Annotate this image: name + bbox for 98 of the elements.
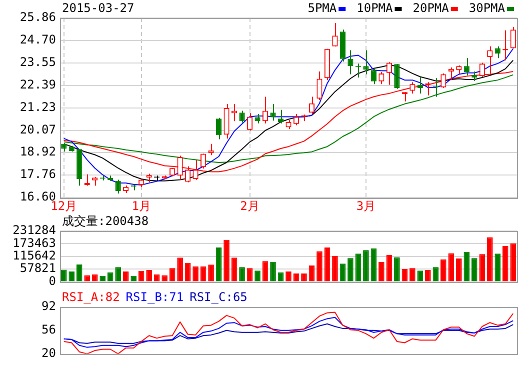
bar (440, 259, 446, 282)
legend-label: 5PMA (308, 1, 338, 16)
bar (348, 258, 354, 282)
bar (332, 256, 338, 282)
candlestick (262, 96, 268, 124)
bar (192, 266, 198, 282)
candlestick (84, 174, 90, 186)
bar (432, 267, 439, 282)
bar (355, 254, 362, 282)
bar (115, 267, 121, 282)
candlestick (394, 64, 400, 90)
text: RSI_C:65 (190, 290, 248, 304)
candlestick (464, 58, 470, 76)
y-tick-label: 22.39 (20, 77, 56, 92)
text: RSI_B:71 (126, 290, 184, 304)
y-tick-label: 20.07 (20, 122, 56, 136)
bar (510, 243, 516, 282)
candlestick (246, 112, 253, 131)
y-tick-label: 23.55 (20, 54, 56, 69)
x-tick-label: 2月 (240, 198, 260, 213)
y-tick-label: 20 (42, 346, 56, 360)
candlestick (417, 77, 423, 94)
candlestick (278, 109, 284, 124)
candlestick (348, 50, 354, 75)
x-tick-label: 1月 (132, 198, 151, 213)
bar (363, 250, 369, 282)
bar (417, 270, 424, 282)
bar (378, 262, 384, 282)
bar (394, 257, 400, 282)
bar (60, 270, 67, 282)
bar (286, 271, 292, 282)
bar (324, 248, 330, 282)
x-tick-label: 3月 (356, 198, 376, 213)
bar (370, 248, 377, 282)
bar (316, 251, 322, 282)
candlestick (231, 104, 238, 122)
bar (184, 262, 191, 282)
candlestick (270, 104, 276, 122)
bar (216, 248, 222, 282)
candlestick (370, 68, 376, 85)
text: RSI_A:82 (62, 290, 120, 304)
bar (308, 266, 315, 282)
chart-title: 成交量:200438 (62, 214, 149, 228)
bar (464, 252, 470, 282)
candlestick (200, 153, 206, 170)
candlestick (332, 22, 338, 47)
y-tick-label: 21.23 (20, 100, 56, 114)
bar (224, 240, 230, 282)
y-tick-label: 17.76 (20, 167, 56, 182)
bar (502, 246, 508, 282)
legend-label: 30PMA (468, 1, 506, 16)
bar (402, 269, 408, 282)
y-tick-label: 25.86 (20, 10, 56, 24)
bar (425, 270, 431, 282)
bar (479, 254, 486, 282)
y-tick-label: 231284 (12, 223, 56, 238)
y-tick-label: 173463 (12, 236, 56, 250)
bar (456, 258, 462, 282)
bar (270, 262, 276, 282)
y-tick-label: 92 (42, 299, 56, 314)
candlestick (286, 120, 292, 130)
bar (471, 258, 478, 282)
y-tick-label: 56 (42, 322, 56, 337)
candlestick (115, 179, 121, 194)
y-tick-label: 18.92 (20, 144, 56, 159)
bar (486, 237, 493, 282)
bar (262, 261, 268, 282)
candlestick (494, 46, 500, 59)
bar (169, 268, 176, 282)
bar (410, 268, 416, 282)
bar (76, 264, 82, 282)
candlestick (363, 50, 369, 75)
bar (231, 258, 238, 282)
bar (246, 268, 253, 282)
bar (494, 254, 501, 282)
candlestick (308, 96, 315, 115)
y-tick-label: 24.70 (20, 32, 56, 47)
candlestick (316, 71, 322, 101)
candlestick (510, 26, 516, 49)
candlestick (216, 117, 222, 140)
bar (208, 264, 214, 282)
y-tick-label: 0 (48, 274, 56, 288)
bar (386, 255, 392, 282)
y-tick-label: 115642 (12, 248, 56, 263)
legend-label: 10PMA (356, 1, 394, 16)
bar (177, 258, 183, 282)
chart-title: 2015-03-27 (62, 1, 134, 16)
bar (200, 266, 206, 282)
bar (254, 270, 260, 282)
bar (239, 267, 245, 282)
candlestick (410, 82, 416, 94)
bar (448, 253, 454, 282)
bar (146, 270, 152, 282)
bar (340, 264, 346, 282)
legend-label: 20PMA (412, 1, 450, 16)
bar (68, 271, 75, 282)
candlestick (386, 62, 392, 86)
y-tick-label: 57821 (20, 261, 56, 276)
